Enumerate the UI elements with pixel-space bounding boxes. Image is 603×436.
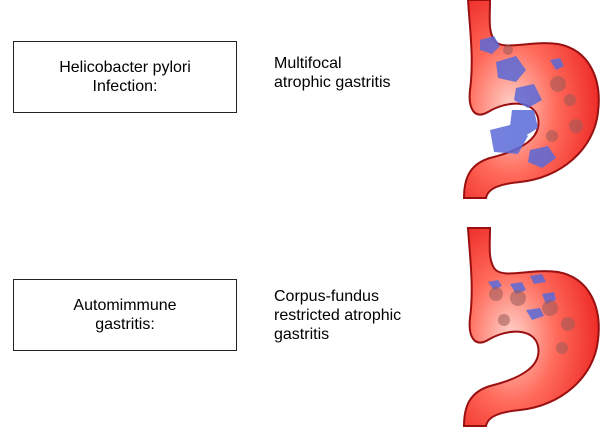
pattern-description-multifocal: Multifocal atrophic gastritis bbox=[274, 55, 391, 91]
etiology-label: Automimmune gastritis: bbox=[73, 297, 177, 333]
etiology-label: Helicobacter pylori Infection: bbox=[59, 59, 191, 95]
inflammation-spots bbox=[503, 45, 583, 142]
inflammation-spots bbox=[489, 287, 575, 354]
atrophy-patches bbox=[480, 36, 564, 168]
stomach-body bbox=[462, 227, 600, 427]
etiology-box-h-pylori: Helicobacter pylori Infection: bbox=[13, 41, 237, 113]
pattern-description-corpus-fundus: Corpus-fundus restricted atrophic gastri… bbox=[274, 288, 402, 343]
etiology-box-autoimmune: Automimmune gastritis: bbox=[13, 279, 237, 351]
stomach-illustration-multifocal bbox=[462, 0, 600, 199]
stomach-illustration-corpus-fundus bbox=[462, 227, 600, 427]
